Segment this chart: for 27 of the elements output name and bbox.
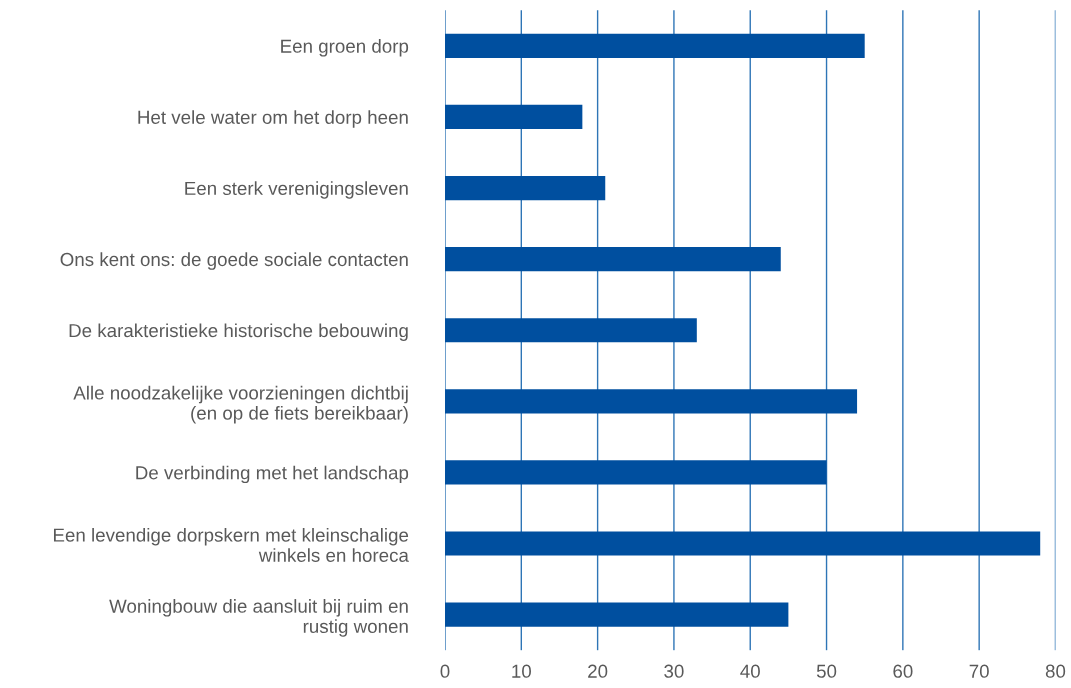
x-tick-label: 50 [816, 664, 837, 678]
y-tick-label: Het vele water om het dorp heen [138, 110, 408, 128]
bar [445, 602, 789, 627]
x-tick-label: 0 [440, 664, 450, 678]
y-tick-label: De verbinding met het landschap [136, 465, 409, 484]
bar [445, 318, 697, 343]
bar [445, 247, 781, 272]
x-tick-label: 60 [893, 664, 913, 678]
bar [445, 104, 583, 130]
x-tick-label: 40 [740, 664, 760, 678]
y-tick-label: Woningbouw die aansluit bij ruim en rustig wonen [109, 599, 408, 637]
y-tick-label: Een sterk verenigingsleven [185, 181, 408, 199]
y-tick-label: Een groen dorp [281, 39, 409, 57]
y-tick-label: Alle noodzakelijke voorzieningen dichtbij (en op de fiets bereikbaar) [73, 385, 408, 424]
y-tick-label: De karakteristieke historische bebouwing [69, 323, 408, 341]
bar [445, 460, 827, 485]
bar [445, 33, 865, 58]
y-tick-label: Een levendige dorpskern met kleinschalige winkels en horeca [53, 527, 409, 562]
x-tick-label: 30 [664, 664, 684, 678]
x-tick-label: 80 [1045, 664, 1066, 678]
x-tick-label: 10 [512, 664, 531, 678]
x-tick-label: 20 [588, 664, 608, 678]
y-tick-label: Ons kent ons: de goede sociale contacten [60, 252, 408, 270]
bar [445, 389, 858, 414]
bar [445, 531, 1041, 556]
bar [445, 175, 606, 201]
x-tick-label: 70 [969, 664, 989, 678]
